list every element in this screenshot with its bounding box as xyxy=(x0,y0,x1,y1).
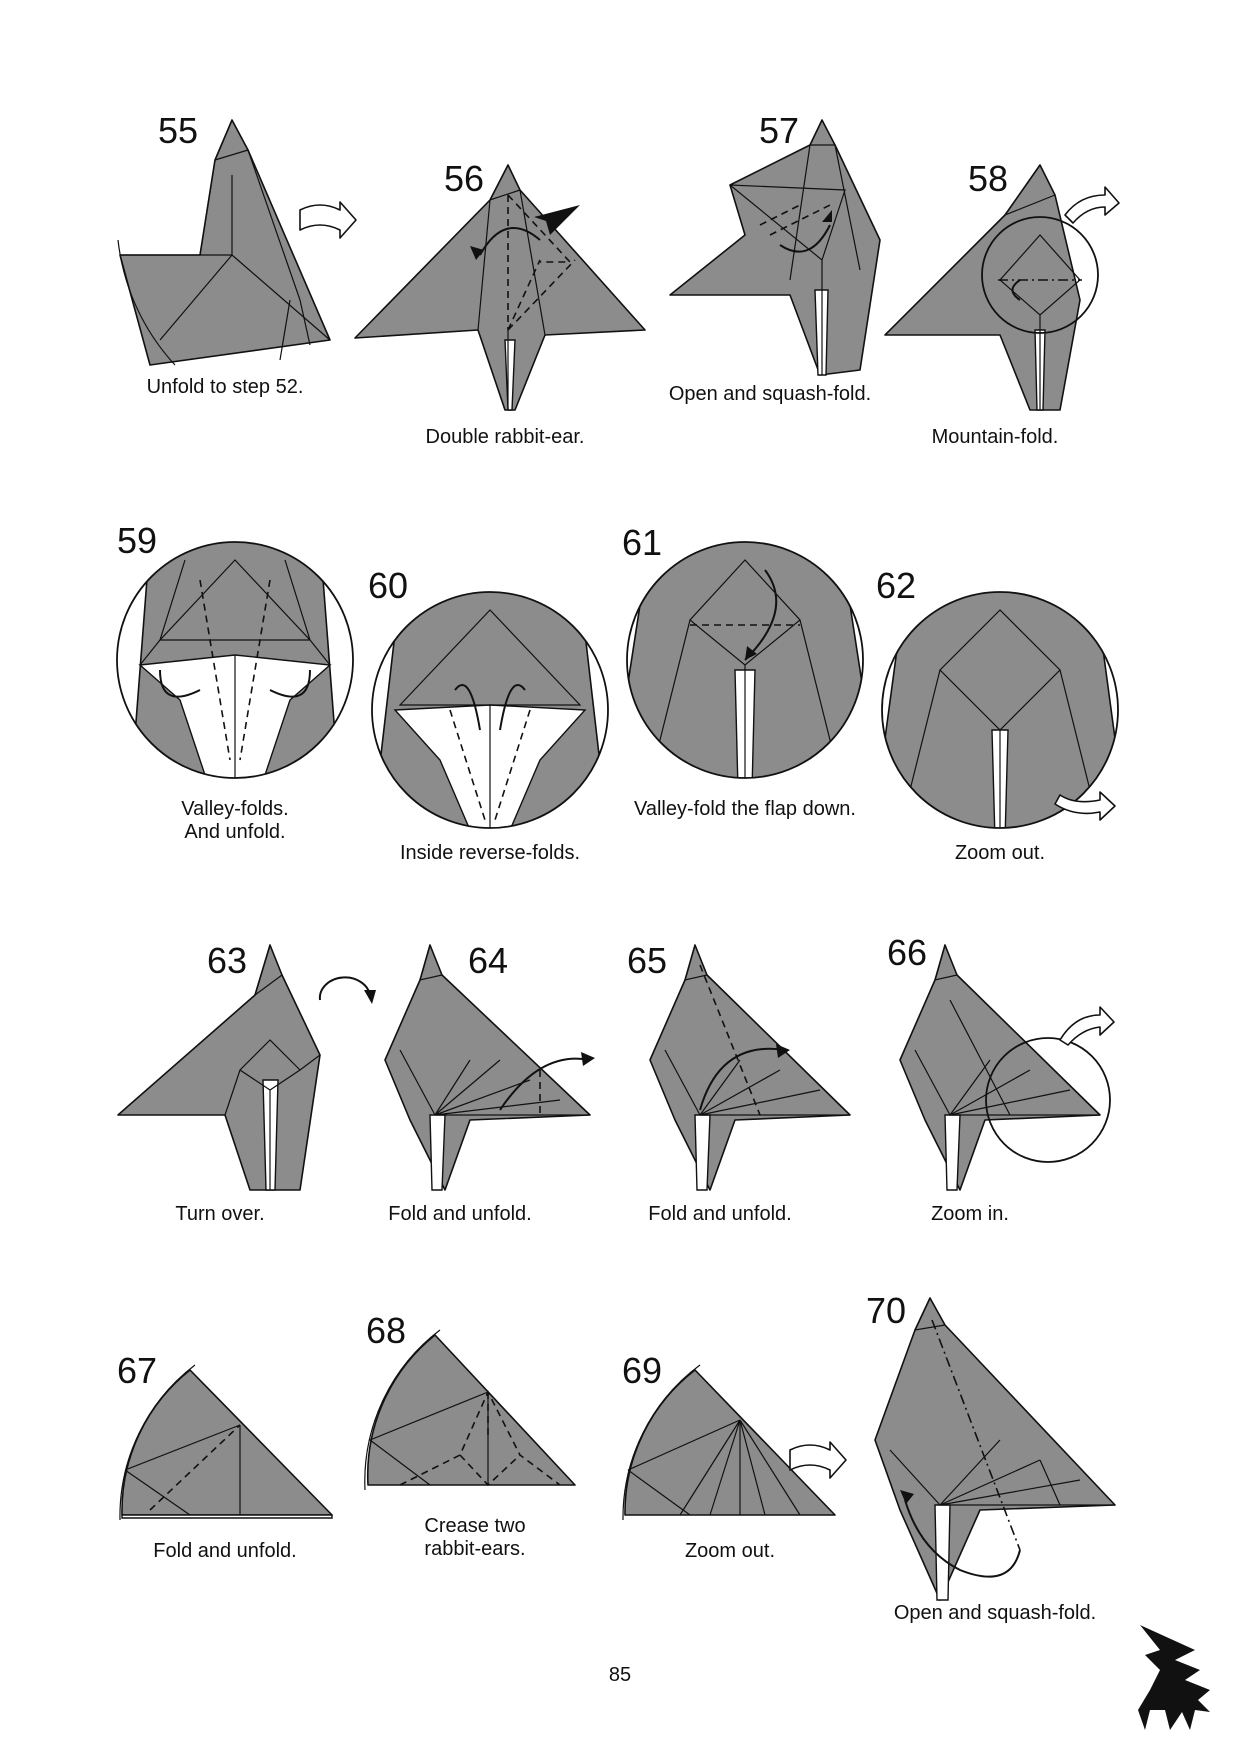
step-caption: Zoom out. xyxy=(954,842,1046,864)
zoom-arrow-icon xyxy=(1064,186,1120,224)
step-number: 57 xyxy=(759,110,800,151)
step-number: 62 xyxy=(876,565,917,606)
step-caption: Inside reverse-folds. xyxy=(399,842,581,864)
step-number: 65 xyxy=(627,940,668,981)
step-number: 55 xyxy=(158,110,199,151)
step-caption: Valley-fold the flap down. xyxy=(634,798,856,820)
step-caption-line2: rabbit-ears. xyxy=(424,1538,526,1560)
step-number: 64 xyxy=(468,940,509,981)
zoom-arrow-icon xyxy=(1054,791,1116,821)
step-number: 59 xyxy=(117,520,158,561)
step-number: 63 xyxy=(207,940,248,981)
step-caption: Zoom out. xyxy=(684,1540,776,1562)
push-arrow-icon xyxy=(534,200,580,235)
step-caption: Open and squash-fold. xyxy=(893,1602,1097,1624)
step-caption-line1: Crease two xyxy=(424,1515,526,1537)
zoom-arrow-icon xyxy=(789,1441,847,1479)
step-number: 56 xyxy=(444,158,485,199)
step-caption: Fold and unfold. xyxy=(388,1203,532,1225)
step-number: 68 xyxy=(366,1310,407,1351)
step-number: 67 xyxy=(117,1350,158,1391)
step-caption: Fold and unfold. xyxy=(153,1540,297,1562)
step-caption: Mountain-fold. xyxy=(931,426,1059,448)
step-caption: Turn over. xyxy=(175,1203,265,1225)
step-caption: Double rabbit-ear. xyxy=(425,426,585,448)
step-number: 60 xyxy=(368,565,409,606)
page-number: 85 xyxy=(608,1664,632,1686)
step-number: 69 xyxy=(622,1350,663,1391)
step-number: 61 xyxy=(622,522,663,563)
step-caption: Fold and unfold. xyxy=(648,1203,792,1225)
step-number: 66 xyxy=(887,932,928,973)
step-number: 70 xyxy=(866,1290,907,1331)
step-number: 58 xyxy=(968,158,1009,199)
rotate-arrow-icon xyxy=(299,201,357,239)
step-caption-line1: Valley-folds. xyxy=(181,798,289,820)
step-caption: Unfold to step 52. xyxy=(146,376,304,398)
step-caption: Open and squash-fold. xyxy=(668,383,872,405)
step-caption-line2: And unfold. xyxy=(184,821,286,843)
zoom-arrow-icon xyxy=(1059,1006,1115,1046)
step-caption: Zoom in. xyxy=(931,1203,1009,1225)
